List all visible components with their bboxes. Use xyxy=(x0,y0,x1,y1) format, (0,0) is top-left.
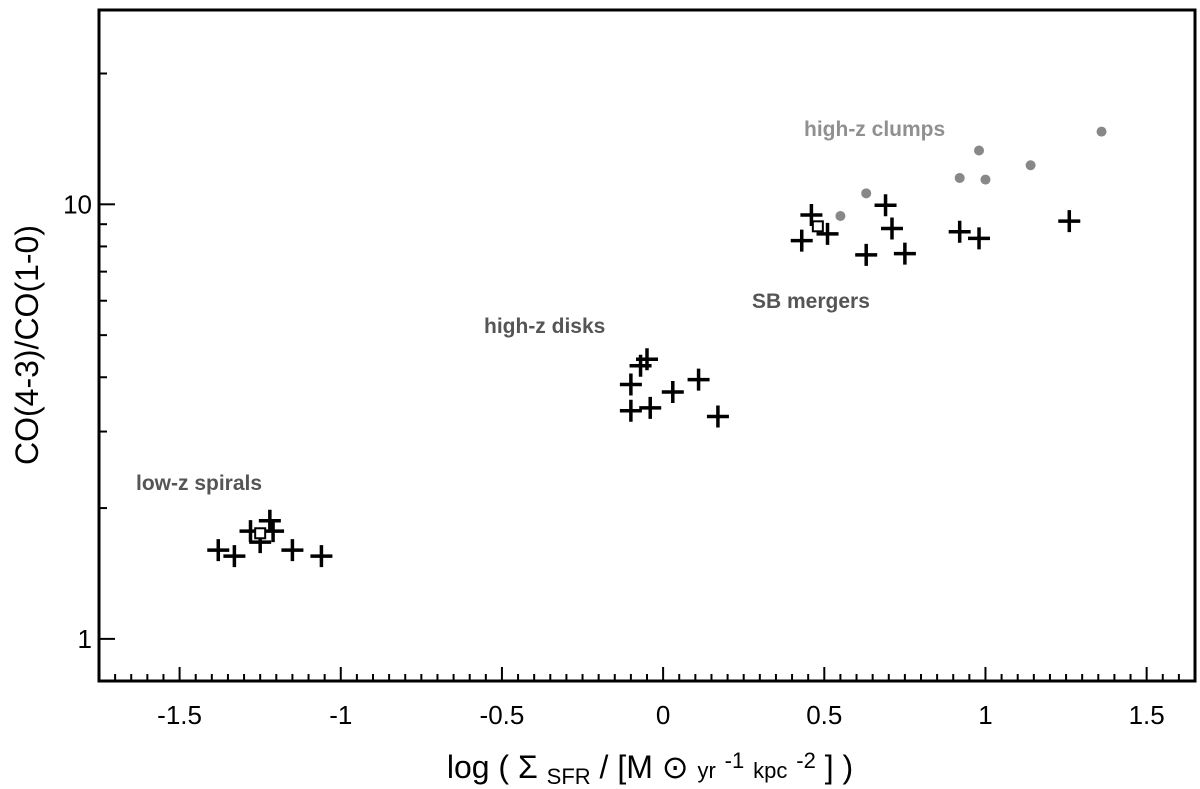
plot-frame xyxy=(97,8,1197,683)
y-tick-label: 1 xyxy=(78,624,92,654)
plus-marker xyxy=(968,227,991,250)
label-high-z-clumps: high-z clumps xyxy=(804,118,945,141)
data-marks xyxy=(207,126,1107,568)
plus-marker xyxy=(619,373,642,396)
x-tick-label: -1.5 xyxy=(157,700,202,730)
label-high-z-disks: high-z disks xyxy=(484,315,605,338)
plus-marker xyxy=(310,545,333,568)
plus-marker xyxy=(893,242,916,265)
dot-marker xyxy=(1096,126,1107,137)
plus-marker xyxy=(619,399,642,422)
plus-marker xyxy=(790,229,813,252)
x-title-kpc-exp: -2 xyxy=(796,748,816,773)
dot-marker xyxy=(954,172,965,183)
axis-ticks xyxy=(98,72,1196,681)
x-tick-label: -1 xyxy=(329,700,352,730)
plus-marker xyxy=(816,222,839,245)
plus-marker xyxy=(855,243,878,266)
x-title-yr-exp: -1 xyxy=(725,748,745,773)
x-axis-title: log ( Σ SFR / [M ⊙ yr -1 kpc -2 ] ) xyxy=(447,739,853,789)
x-title-prefix: log ( xyxy=(447,749,510,785)
dot-marker xyxy=(1025,160,1036,171)
x-title-sigma-sub: SFR xyxy=(547,764,591,789)
plus-marker xyxy=(661,380,684,403)
x-tick-label: 0 xyxy=(656,700,670,730)
plus-marker xyxy=(639,396,662,419)
plus-marker xyxy=(207,539,230,562)
plus-marker xyxy=(880,217,903,240)
x-tick-label: -0.5 xyxy=(480,700,525,730)
plus-marker xyxy=(1058,210,1081,233)
x-title-kpc: kpc xyxy=(753,758,787,783)
plus-marker xyxy=(687,368,710,391)
plus-marker xyxy=(636,348,658,371)
x-title-suffix: ] ) xyxy=(825,749,853,785)
plus-marker xyxy=(706,405,729,428)
y-tick-label: 10 xyxy=(63,189,92,219)
x-tick-label: 1.5 xyxy=(1129,700,1165,730)
x-tick-label: 1 xyxy=(978,700,992,730)
label-sb-mergers: SB mergers xyxy=(752,290,870,313)
x-tick-label: 0.5 xyxy=(806,700,842,730)
plus-marker xyxy=(948,220,971,243)
plus-marker xyxy=(874,194,897,217)
plus-marker xyxy=(800,203,823,226)
tick-labels: -1.5 -1 -0.5 0 0.5 1 1.5 1 10 xyxy=(63,189,1165,730)
dot-marker xyxy=(835,210,846,221)
x-title-sigma: Σ xyxy=(518,749,538,785)
open-square-marker xyxy=(811,220,824,233)
plus-marker xyxy=(281,539,304,562)
y-axis-title: CO(4-3)/CO(1-0) xyxy=(9,225,45,465)
x-title-yr: yr xyxy=(697,758,715,783)
open-square-marker xyxy=(254,527,267,540)
dot-marker xyxy=(974,145,985,156)
x-title-sun: ⊙ xyxy=(662,749,689,785)
x-title-slash: / [M xyxy=(600,749,653,785)
plus-marker xyxy=(223,545,246,568)
plus-marker xyxy=(258,509,281,532)
label-low-z-spirals: low-z spirals xyxy=(136,472,262,495)
dot-marker xyxy=(861,188,872,199)
dot-marker xyxy=(980,174,991,185)
